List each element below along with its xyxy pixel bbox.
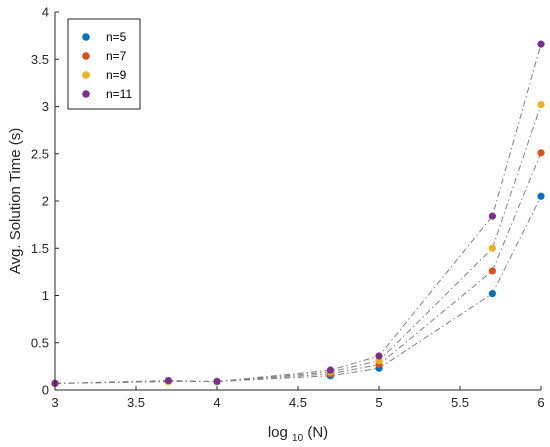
x-tick-label: 5.5 — [451, 395, 469, 410]
legend-marker-n=7 — [82, 52, 90, 60]
legend-label-n=11: n=11 — [106, 87, 132, 101]
legend-box — [67, 18, 141, 110]
point-n=7-6 — [537, 149, 545, 157]
y-tick-label: 2.5 — [31, 146, 49, 161]
legend-label-n=5: n=5 — [106, 30, 127, 44]
x-tick-label: 6 — [537, 395, 544, 410]
point-n=5-5.7 — [488, 290, 496, 298]
y-tick-label: 0.5 — [31, 335, 49, 350]
y-tick-label: 3.5 — [31, 52, 49, 67]
y-tick-label: 1.5 — [31, 241, 49, 256]
legend-marker-n=9 — [82, 71, 90, 79]
x-tick-label: 3 — [51, 395, 58, 410]
legend-label-n=9: n=9 — [106, 68, 127, 82]
point-n=11-3.7 — [164, 376, 172, 385]
legend-label-n=7: n=7 — [106, 49, 127, 63]
tick-labels: 3 3.5 4 4.5 5 5.5 6 0 0.5 1 1.5 2 2.5 3 3.5 4 — [31, 5, 545, 411]
y-tick-label: 2 — [42, 194, 49, 209]
x-tick-label: 4.5 — [289, 395, 307, 410]
x-tick-label: 4 — [213, 395, 220, 410]
legend: n=5 n=7 n=9 n=11 — [67, 18, 141, 110]
point-n=5-6 — [537, 192, 545, 200]
x-axis-label-tail: (N) — [307, 424, 328, 441]
point-n=9-5.7 — [488, 244, 496, 252]
legend-marker-n=11 — [82, 90, 90, 98]
axes — [54, 11, 542, 391]
point-n=11-6 — [537, 40, 545, 48]
legend-marker-n=5 — [82, 33, 90, 41]
x-tick-label: 5 — [375, 395, 382, 410]
data-points — [51, 40, 545, 387]
x-tick-label: 3.5 — [127, 395, 145, 410]
x-axis-label: log 10 (N) — [268, 424, 328, 445]
point-n=7-5.7 — [488, 267, 496, 275]
point-n=11-5.7 — [488, 212, 496, 220]
point-n=11-5 — [375, 352, 383, 360]
y-tick-label: 1 — [42, 288, 49, 303]
y-axis-label: Avg. Solution Time (s) — [7, 128, 24, 274]
point-n=9-6 — [537, 101, 545, 109]
point-n=11-4.7 — [326, 366, 334, 374]
y-tick-label: 4 — [42, 5, 49, 20]
x-axis-label-subscript: 10 — [292, 433, 304, 444]
x-axis-label-main: log — [268, 424, 288, 441]
y-tick-label: 0 — [42, 383, 49, 398]
y-tick-label: 3 — [42, 99, 49, 114]
point-n=11-4 — [213, 377, 221, 386]
